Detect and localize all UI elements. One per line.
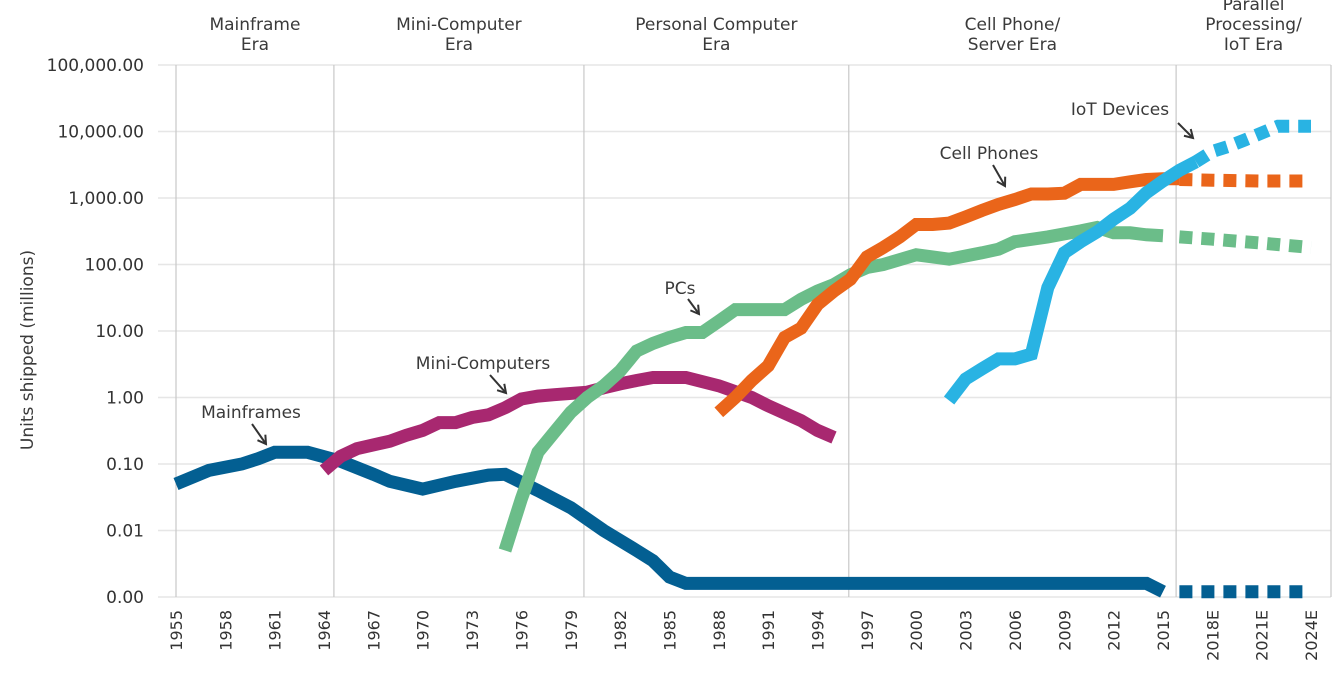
arrowhead-icon [1183, 128, 1195, 140]
x-tick-label: 1967 [364, 610, 383, 651]
era-label-line: Mainframe [209, 15, 300, 35]
arrowhead-icon [996, 176, 1007, 188]
x-tick-label: 1970 [414, 610, 433, 651]
x-tick-label: 2006 [1006, 610, 1025, 651]
x-tick-label: 1988 [710, 610, 729, 651]
y-tick-label: 0.00 [106, 588, 144, 608]
series-cell-phones [714, 172, 1311, 418]
y-tick-label: 0.10 [106, 455, 144, 475]
era-label-line: Era [702, 35, 730, 55]
y-tick-label: 1.00 [106, 389, 144, 409]
x-tick-label: 1958 [216, 610, 235, 651]
era-label: Mini-Computer Era [396, 15, 522, 55]
era-label-line: IoT Era [1224, 35, 1283, 55]
x-tick-label: 2021E [1253, 610, 1272, 661]
x-tick-label: 2024E [1302, 610, 1321, 661]
series-line-iot-devices [943, 156, 1199, 405]
y-axis-ticks: 0.00 0.01 0.10 1.00 10.00 100.00 1,000.00 10,00… [47, 56, 144, 608]
y-tick-label: 10,000.00 [57, 123, 144, 143]
arrow-icon [687, 298, 700, 315]
series-line-mini-computers [319, 371, 837, 476]
era-label: Parallel Processing/IoT Era [1205, 0, 1302, 55]
arrow-icon [251, 423, 267, 445]
arrow-icon [992, 164, 1006, 187]
annotation-pcs: PCs [665, 279, 696, 299]
x-tick-label: 1976 [512, 610, 531, 651]
series-estimate-iot-devices [1192, 119, 1311, 168]
series-line-mainframes [173, 445, 1166, 598]
arrow-icon [489, 374, 507, 394]
x-tick-label: 1982 [611, 610, 630, 651]
era-label: Personal Computer Era [635, 15, 797, 55]
annotation-iot-devices: IoT Devices [1071, 100, 1169, 120]
x-tick-label: 1979 [562, 610, 581, 651]
era-label-line: Cell Phone/ [965, 15, 1061, 35]
series-mainframes [173, 445, 1311, 599]
era-label-line: Era [445, 35, 473, 55]
y-tick-label: 10.00 [95, 322, 144, 342]
x-tick-label: 1973 [463, 610, 482, 651]
era-label-line: Era [241, 35, 269, 55]
x-tick-label: 2003 [957, 610, 976, 651]
series-iot-devices [943, 119, 1311, 405]
series-mini-computers [319, 371, 837, 476]
era-label-line: Processing/ [1205, 15, 1302, 35]
y-tick-label: 100,000.00 [47, 56, 144, 76]
era-label: Cell Phone/Server Era [965, 15, 1061, 55]
x-tick-label: 2015 [1154, 610, 1173, 651]
x-tick-label: 2009 [1055, 610, 1074, 651]
series-line-cell-phones [714, 172, 1180, 418]
era-label-line: Mini-Computer [396, 15, 522, 35]
annotation-cell-phones: Cell Phones [940, 144, 1039, 164]
x-tick-label: 2018E [1203, 610, 1222, 661]
y-tick-label: 1,000.00 [68, 189, 144, 209]
series-estimate-pcs [1178, 230, 1312, 254]
x-tick-label: 1961 [266, 610, 285, 651]
x-tick-label: 1964 [315, 610, 334, 651]
series-line-pcs [498, 220, 1164, 553]
x-tick-label: 2012 [1105, 610, 1124, 651]
annotation-mini-computers: Mini-Computers [416, 354, 551, 374]
series-pcs [498, 220, 1312, 553]
x-tick-label: 2000 [907, 610, 926, 651]
y-axis-label: Units shipped (millions) [18, 250, 38, 450]
y-tick-label: 0.01 [106, 522, 144, 542]
x-tick-label: 1994 [809, 610, 828, 651]
arrowhead-icon [496, 383, 508, 395]
arrowhead-icon [257, 434, 268, 446]
x-axis-ticks: 1955 1958 1961 1964 1967 1970 1973 1976 1979 1982… [167, 610, 1321, 661]
era-dividers [175, 65, 1177, 597]
series-lines [173, 119, 1312, 599]
era-label: Mainframe Era [209, 15, 300, 55]
y-tick-label: 100.00 [85, 256, 144, 276]
x-tick-label: 1985 [660, 610, 679, 651]
series-estimate-cell-phones [1179, 173, 1311, 188]
x-tick-label: 1997 [858, 610, 877, 651]
arrowhead-icon [690, 304, 701, 316]
era-label-line: Personal Computer [635, 15, 797, 35]
annotation-mainframes: Mainframes [201, 403, 301, 423]
era-label-line: Server Era [968, 35, 1057, 55]
arrow-icon [1177, 122, 1194, 139]
annotations: Mainframes Mini-Computers PCs Cell Phones Io… [201, 100, 1195, 446]
x-tick-label: 1991 [759, 610, 778, 651]
x-tick-label: 1955 [167, 610, 186, 651]
era-label-line: Parallel [1223, 0, 1285, 15]
